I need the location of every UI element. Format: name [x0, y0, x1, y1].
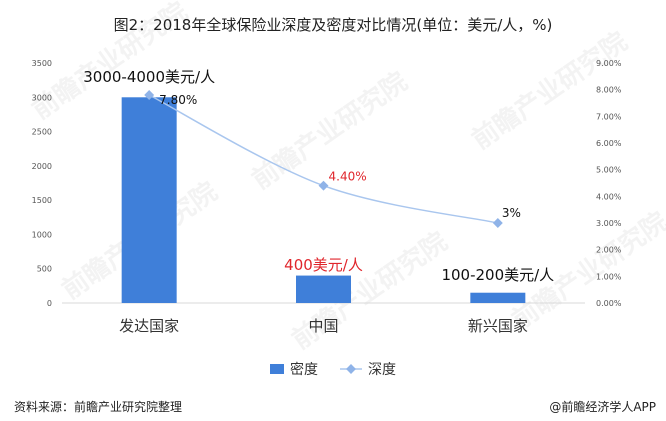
bar-中国 [296, 275, 351, 303]
left-axis: 0 500 1000 1500 2000 2500 3000 3500 [32, 59, 52, 308]
data-labels: 3000-4000美元/人 400美元/人 100-200美元/人 7.80% 4.40… [83, 68, 554, 284]
category-label: 发达国家 [119, 317, 179, 335]
chart-title: 图2：2018年全球保险业深度及密度对比情况(单位：美元/人，%) [113, 16, 553, 34]
bar-发达国家 [121, 97, 177, 304]
right-tick-label: 2.00% [596, 246, 622, 255]
bar-data-label: 100-200美元/人 [441, 266, 554, 284]
depth-point-新兴国家 [492, 218, 503, 228]
source-note: 资料来源：前瞻产业研究院整理 [14, 400, 183, 414]
line-data-label: 4.40% [329, 170, 367, 184]
line-data-label: 3% [502, 206, 521, 220]
line-series [144, 90, 503, 228]
right-tick-label: 3.00% [596, 219, 622, 228]
left-tick-label: 3000 [32, 93, 52, 102]
right-tick-label: 5.00% [596, 166, 622, 175]
left-tick-label: 3500 [32, 59, 52, 68]
bars [121, 97, 526, 304]
right-axis: 0.00% 1.00% 2.00% 3.00% 4.00% 5.00% 6.00% 7.00%… [596, 59, 622, 308]
depth-point-中国 [318, 180, 329, 191]
right-tick-label: 4.00% [596, 192, 622, 201]
category-label: 新兴国家 [468, 317, 528, 335]
depth-point-发达国家 [144, 90, 155, 100]
bar-data-label: 3000-4000美元/人 [83, 68, 215, 86]
right-tick-label: 1.00% [596, 272, 622, 281]
category-label: 中国 [308, 317, 338, 335]
legend-bar-label: 密度 [290, 361, 318, 378]
right-tick-label: 9.00% [596, 59, 622, 68]
left-tick-label: 2000 [32, 162, 52, 171]
bar-data-label: 400美元/人 [284, 256, 363, 274]
left-tick-label: 0 [47, 299, 52, 308]
legend-bar-swatch [270, 364, 284, 374]
right-tick-label: 0.00% [596, 299, 622, 308]
right-tick-label: 7.00% [596, 112, 622, 121]
category-labels: 发达国家 中国 新兴国家 [119, 317, 528, 335]
credit-note: @前瞻经济学人APP [549, 400, 656, 414]
legend: 密度 深度 [270, 361, 396, 378]
legend-line-label: 深度 [368, 362, 396, 378]
left-tick-label: 1000 [32, 230, 52, 239]
right-tick-label: 6.00% [596, 139, 622, 148]
left-tick-label: 500 [37, 265, 52, 274]
left-tick-label: 2500 [32, 128, 52, 137]
right-tick-label: 8.00% [596, 86, 622, 95]
left-tick-label: 1500 [32, 196, 52, 205]
legend-line-marker [346, 364, 356, 374]
line-data-label: 7.80% [159, 93, 197, 107]
bar-新兴国家 [470, 292, 526, 303]
